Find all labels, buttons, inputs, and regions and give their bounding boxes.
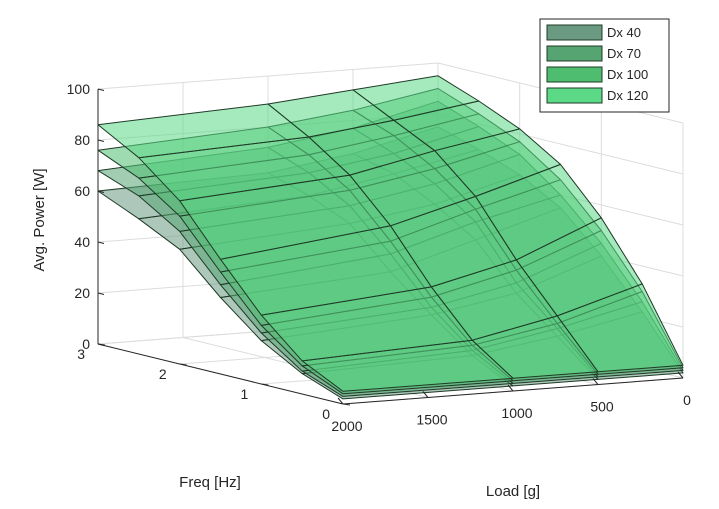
y-tick-label: 3 (77, 346, 85, 362)
legend-label: Dx 100 (607, 67, 648, 82)
legend-swatch (547, 46, 602, 61)
y-tick-mark (98, 344, 105, 345)
legend-label: Dx 70 (607, 46, 641, 61)
z-tick-label: 60 (74, 183, 90, 199)
x-axis-label: Load [g] (486, 483, 540, 500)
legend-swatch (547, 25, 602, 40)
legend-swatch (547, 67, 602, 82)
y-tick-mark (343, 404, 350, 405)
z-axis-label: Avg. Power [W] (31, 168, 48, 271)
x-tick-label: 500 (590, 399, 614, 415)
y-tick-mark (180, 364, 187, 365)
x-tick-label: 1500 (416, 412, 447, 428)
z-tick-label: 80 (74, 132, 90, 148)
legend-swatch (547, 88, 602, 103)
z-tick-label: 100 (67, 81, 91, 97)
legend-label: Dx 40 (607, 25, 641, 40)
legend: Dx 40 Dx 70 Dx 100 Dx 120 (540, 19, 669, 112)
x-tick-label: 0 (683, 392, 691, 408)
y-tick-label: 2 (159, 366, 167, 382)
y-tick-label: 0 (322, 406, 330, 422)
legend-label: Dx 120 (607, 88, 648, 103)
x-tick-label: 1000 (501, 405, 532, 421)
z-tick-label: 40 (74, 234, 90, 250)
y-axis-label: Freq [Hz] (179, 474, 241, 491)
x-tick-label: 2000 (331, 418, 362, 434)
z-tick-label: 20 (74, 285, 90, 301)
y-tick-mark (261, 384, 268, 385)
y-tick-label: 1 (241, 386, 249, 402)
